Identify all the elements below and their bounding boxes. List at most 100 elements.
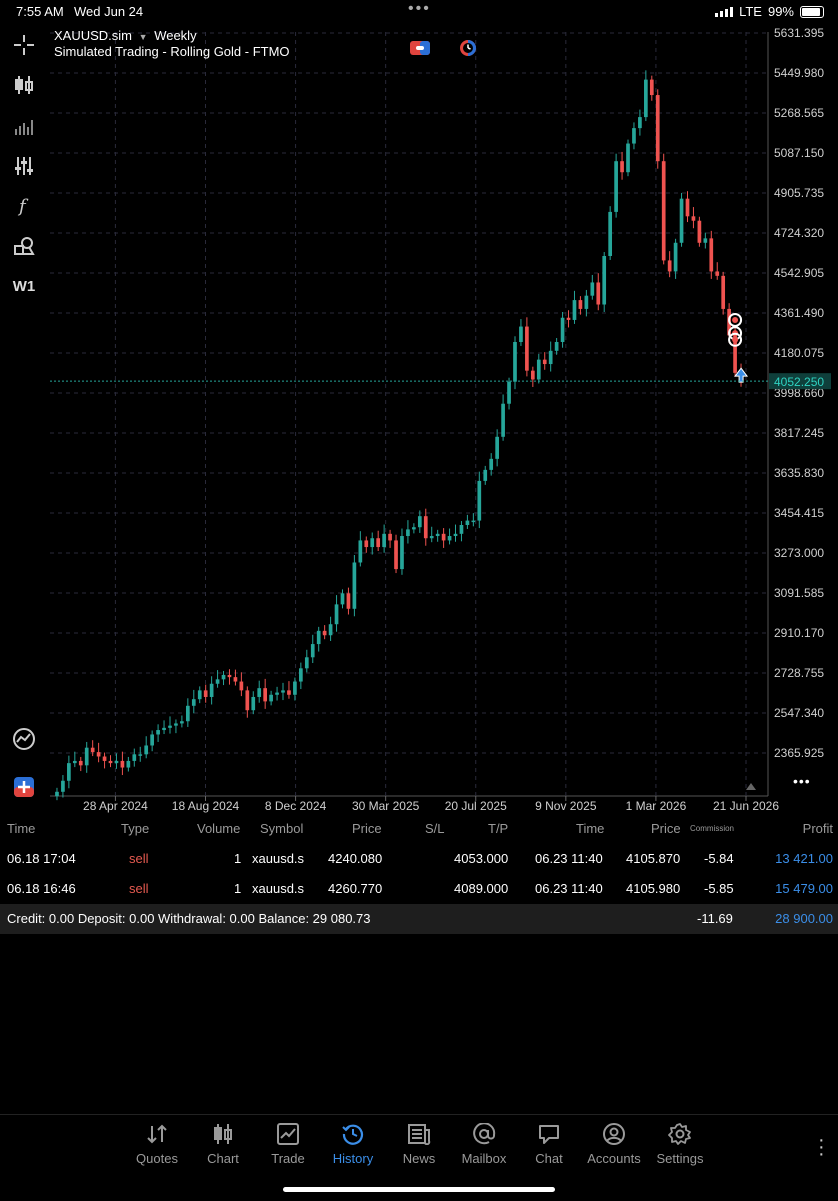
trading-panel-icon[interactable]	[10, 773, 38, 801]
price-tick-label: 4905.735	[774, 186, 824, 200]
candle	[108, 760, 113, 764]
nav-history[interactable]: History	[321, 1123, 385, 1166]
total-commission: -11.69	[697, 911, 733, 926]
candle	[447, 536, 452, 541]
candle	[310, 644, 315, 658]
multitask-dots-icon[interactable]: •••	[408, 0, 431, 17]
candle	[400, 536, 404, 570]
trade-price: 4260.770	[328, 881, 383, 896]
candle	[203, 690, 208, 697]
home-indicator[interactable]	[283, 1187, 555, 1192]
nav-trade[interactable]: Trade	[256, 1123, 320, 1166]
indicators-icon[interactable]	[10, 152, 38, 180]
trade-volume: 1	[234, 851, 242, 866]
current-price-label: 4052.250	[774, 375, 824, 389]
chart-toolbar: f W1	[0, 28, 48, 808]
candle	[281, 690, 285, 693]
candle	[548, 350, 553, 365]
trade-symbol: xauusd.s	[252, 851, 305, 866]
trade-symbol: xauusd.s	[252, 881, 305, 896]
nav-settings[interactable]: Settings	[648, 1123, 712, 1166]
status-date: Wed Jun 24	[74, 4, 144, 19]
col-volume: Volume	[197, 821, 241, 836]
candle	[316, 630, 321, 645]
function-icon[interactable]: f	[10, 192, 38, 220]
candle	[263, 688, 268, 702]
candle	[67, 763, 71, 781]
chart-type-candles-icon[interactable]	[10, 71, 38, 99]
scroll-end-marker[interactable]	[746, 783, 756, 790]
table-row[interactable]: 06.18 17:04 sell 1 xauusd.s 4240.080 405…	[0, 844, 838, 874]
accounts-icon	[603, 1123, 625, 1145]
candle	[703, 238, 708, 243]
status-time: 7:55 AM	[16, 4, 64, 19]
col-close-time: Time	[576, 821, 605, 836]
candle	[239, 681, 244, 691]
table-row[interactable]: 06.18 16:46 sell 1 xauusd.s 4260.770 408…	[0, 874, 838, 904]
date-tick-label: 28 Apr 2024	[83, 799, 148, 813]
candle	[215, 679, 220, 684]
more-options-icon[interactable]: •••	[793, 773, 811, 789]
nav-chart[interactable]: Chart	[191, 1123, 255, 1166]
settings-icon	[668, 1123, 691, 1145]
candle	[84, 747, 89, 766]
candle	[376, 538, 381, 548]
chart-analysis-icon[interactable]	[10, 725, 38, 753]
candle	[679, 198, 684, 243]
price-chart[interactable]: 5631.395 5449.980 5268.565 5087.150 4905.735…	[48, 24, 838, 814]
history-icon	[342, 1124, 364, 1145]
nav-quotes[interactable]: Quotes	[125, 1123, 189, 1166]
candle	[299, 668, 303, 682]
chart-symbol[interactable]: XAUUSD.sim	[54, 28, 133, 43]
candle	[513, 341, 517, 382]
candle	[245, 690, 250, 711]
nav-label: Quotes	[136, 1151, 178, 1166]
candle	[180, 721, 184, 724]
timeframe-button[interactable]: W1	[12, 277, 36, 295]
current-price-badge	[769, 373, 831, 390]
candle	[572, 300, 577, 320]
more-menu-icon[interactable]: · · ·	[818, 1129, 825, 1165]
candle	[530, 370, 535, 380]
candle	[441, 533, 446, 541]
balance-summary-text: Credit: 0.00 Deposit: 0.00 Withdrawal: 0…	[7, 911, 371, 926]
date-tick-label: 21 Jun 2026	[713, 799, 779, 813]
trading-status-icon[interactable]	[458, 39, 478, 57]
candle	[578, 300, 583, 309]
objects-icon[interactable]	[10, 232, 38, 260]
candle	[602, 256, 607, 305]
candle	[590, 282, 595, 296]
candle	[120, 760, 125, 768]
volumes-icon[interactable]	[10, 112, 38, 140]
symbol-dropdown-icon[interactable]: ▼	[138, 32, 148, 42]
candle	[370, 538, 375, 548]
nav-chat[interactable]: Chat	[517, 1123, 581, 1166]
price-tick-label: 2910.170	[774, 626, 824, 640]
candle	[358, 540, 363, 563]
nav-mailbox[interactable]: Mailbox	[452, 1123, 516, 1166]
price-tick-label: 4542.905	[774, 266, 824, 280]
bottom-navigation: Quotes Chart Trade History News Mailbox …	[0, 1114, 838, 1201]
crosshair-icon[interactable]	[10, 31, 38, 59]
battery-percent: 99%	[767, 4, 794, 19]
one-click-trading-icon[interactable]	[410, 41, 430, 55]
price-tick-label: 4724.320	[774, 226, 824, 240]
mailbox-icon	[473, 1123, 496, 1145]
candle	[495, 436, 499, 459]
network-label: LTE	[739, 4, 762, 19]
candle	[340, 593, 345, 605]
price-tick-label: 2365.925	[774, 746, 824, 760]
trade-close-time: 06.23 11:40	[535, 851, 603, 866]
price-tick-label: 2728.755	[774, 666, 824, 680]
candle	[489, 458, 494, 470]
nav-news[interactable]: News	[387, 1123, 451, 1166]
nav-label: Mailbox	[461, 1151, 507, 1166]
candle	[471, 520, 476, 523]
candle	[412, 527, 416, 530]
nav-label: News	[402, 1151, 436, 1166]
chat-icon	[539, 1125, 559, 1144]
trade-profit: 15 479.00	[775, 881, 833, 896]
nav-accounts[interactable]: Accounts	[582, 1123, 646, 1166]
price-tick-label: 5449.980	[774, 66, 824, 80]
candle	[382, 533, 386, 548]
